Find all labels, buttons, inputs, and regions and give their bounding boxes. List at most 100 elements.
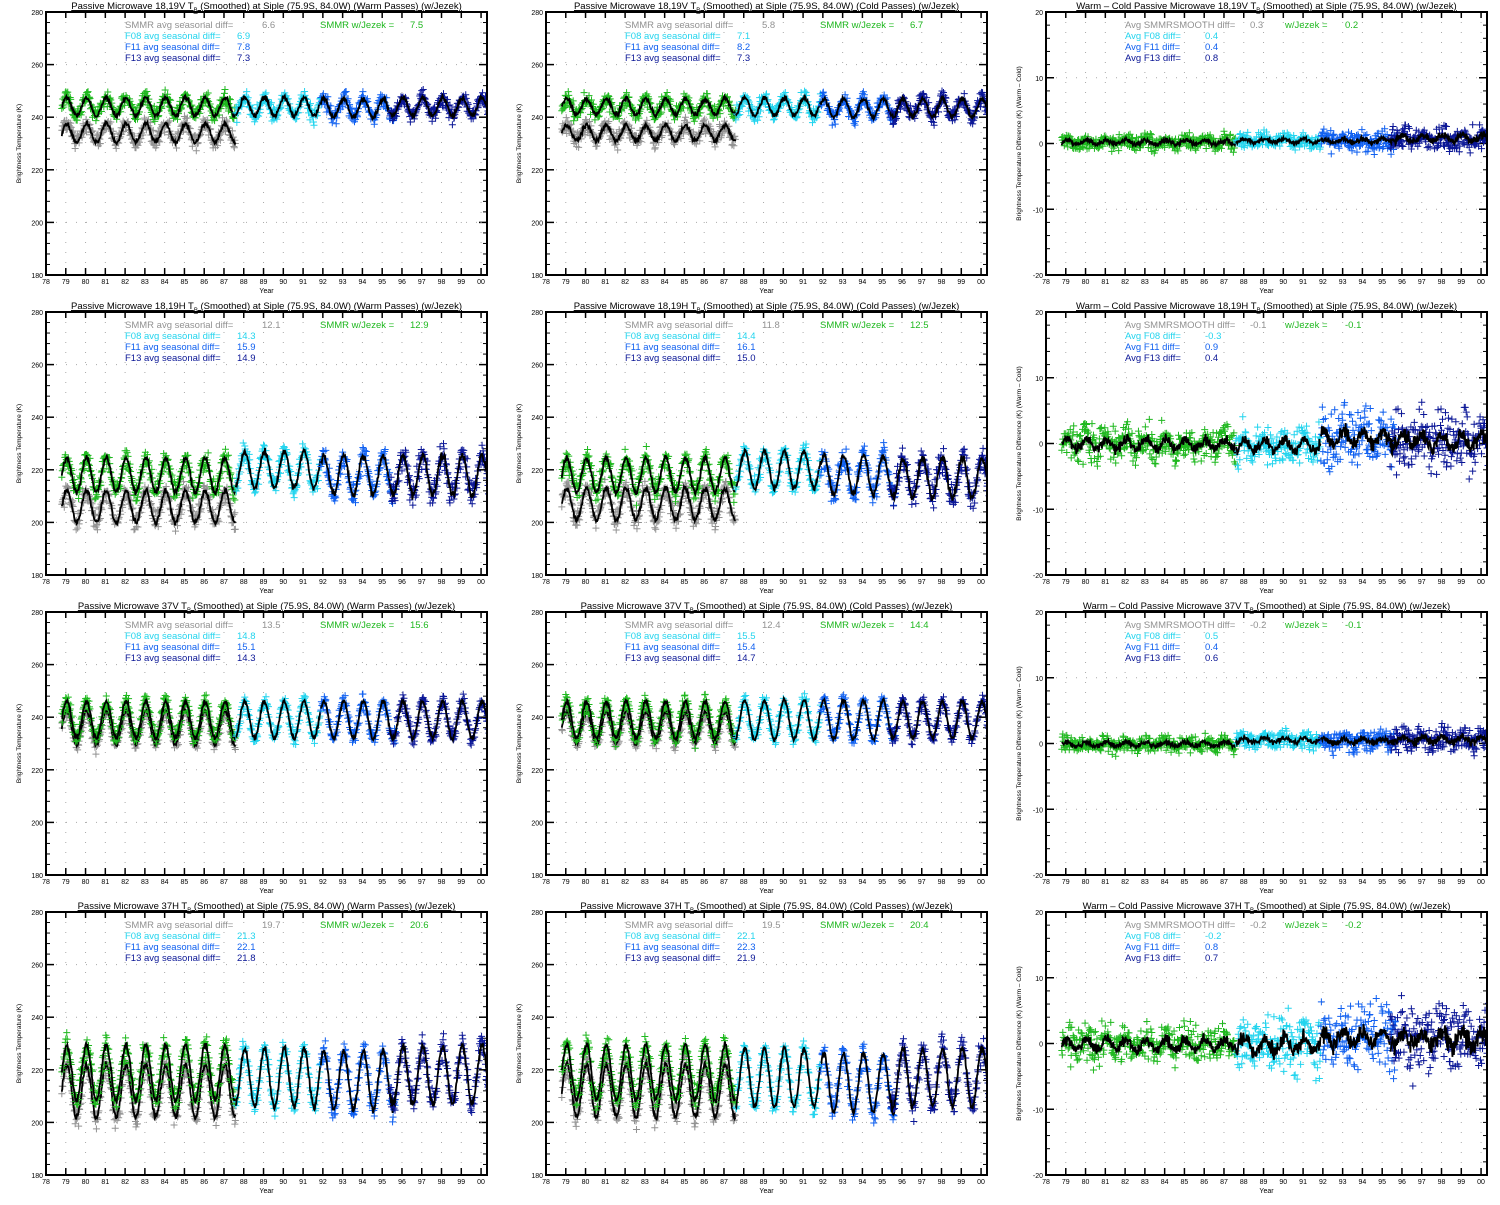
x-tick-label: 81: [101, 279, 109, 286]
x-tick-label: 94: [859, 279, 867, 286]
f11-data-point: [832, 121, 839, 128]
stat-value: 5.8: [762, 20, 775, 31]
x-tick-label: 79: [62, 279, 70, 286]
x-tick-label: 80: [82, 279, 90, 286]
f13-data-point: [449, 121, 456, 128]
x-axis-label: Year: [759, 288, 774, 295]
x-tick-label: 78: [542, 279, 550, 286]
x-tick-label: 85: [181, 579, 189, 586]
f13-data-point: [1467, 149, 1474, 156]
x-axis-label: Year: [259, 288, 274, 295]
chart-svg: Warm – Cold Passive Microwave 18,19V TB …: [1000, 0, 1500, 300]
stat-value: 6.6: [262, 20, 275, 31]
x-tick-label: 96: [398, 279, 406, 286]
plot-area: [1058, 121, 1494, 158]
f13-data-point: [1424, 144, 1431, 151]
jezek-stat-label: w/Jezek =: [1284, 20, 1328, 31]
f08-data-point: [291, 494, 298, 501]
x-tick-label: 00: [1477, 279, 1485, 286]
x-tick-label: 89: [260, 279, 268, 286]
title-text: (Smoothed) at Siple (75.9S, 84.0W) (Cold…: [700, 1, 959, 12]
x-tick-label: 79: [62, 579, 70, 586]
x-tick-label: 79: [562, 279, 570, 286]
smmr-data-point: [184, 114, 191, 121]
title-text: (Smoothed) at Siple (75.9S, 84.0W) (Warm…: [198, 301, 462, 312]
y-tick-label: 260: [31, 363, 43, 370]
x-tick-label: 89: [1260, 279, 1268, 286]
stat-label: F08 avg seasonal diff=: [125, 31, 221, 42]
smmr-data-point: [173, 145, 180, 152]
stat-value: 7.3: [237, 53, 250, 64]
y-tick-label: 280: [31, 310, 43, 317]
x-tick-label: 90: [279, 279, 287, 286]
x-tick-label: 89: [260, 579, 268, 586]
title-text: Warm – Cold Passive Microwave 18,19V T: [1076, 1, 1256, 12]
x-tick-label: 83: [1141, 279, 1149, 286]
title-text: (Smoothed) at Siple (75.9S, 84.0W) (Warm…: [198, 1, 462, 12]
x-tick-label: 87: [220, 279, 228, 286]
x-tick-label: 83: [141, 279, 149, 286]
x-axis-label: Year: [259, 588, 274, 595]
x-tick-label: 91: [299, 279, 307, 286]
x-tick-label: 86: [1200, 279, 1208, 286]
f11-data-point: [1320, 126, 1327, 133]
x-tick-label: 97: [418, 279, 426, 286]
y-axis-label: Brightness Temperature (K): [16, 104, 23, 183]
smmr-smoothed-line: [62, 488, 236, 526]
stat-value: 0.4: [1205, 42, 1218, 53]
x-tick-label: 88: [240, 279, 248, 286]
chart-svg: Passive Microwave 18,19H TB (Smoothed) a…: [0, 300, 500, 600]
y-axis-label: Brightness Temperature (K): [516, 104, 523, 183]
plot-area: [58, 86, 494, 154]
x-tick-label: 97: [1418, 279, 1426, 286]
y-tick-label: 280: [531, 10, 543, 17]
smmr-data-point: [72, 145, 79, 152]
x-tick-label: 92: [319, 279, 327, 286]
y-tick-label: 240: [31, 115, 43, 122]
smmr-data-point: [231, 144, 238, 151]
jezek-data-point: [1175, 147, 1182, 154]
x-tick-label: 98: [438, 579, 446, 586]
x-tick-label: 95: [378, 279, 386, 286]
x-tick-label: 90: [279, 579, 287, 586]
jezek-data-point: [222, 446, 229, 453]
x-tick-label: 80: [582, 279, 590, 286]
jezek-data-point: [230, 495, 237, 502]
stat-value: 7.3: [737, 53, 750, 64]
jezek-data-point: [205, 89, 212, 96]
stat-value: 7.1: [737, 31, 750, 42]
x-tick-label: 84: [661, 279, 669, 286]
y-tick-label: 240: [31, 415, 43, 422]
f13-data-point: [1402, 122, 1409, 129]
x-tick-label: 88: [240, 579, 248, 586]
x-tick-label: 91: [799, 279, 807, 286]
x-tick-label: 82: [621, 279, 629, 286]
stat-value: 8.2: [737, 42, 750, 53]
y-tick-label: 200: [31, 520, 43, 527]
x-tick-label: 79: [1062, 279, 1070, 286]
stat-label: F11 avg seasonal diff=: [125, 42, 220, 53]
x-tick-label: 95: [878, 279, 886, 286]
f13-data-point: [420, 86, 427, 93]
x-tick-label: 93: [339, 279, 347, 286]
plot-frame: [546, 12, 987, 275]
stat-label: SMMR avg seasonal diff=: [625, 20, 734, 31]
x-tick-label: 81: [1101, 279, 1109, 286]
y-tick-label: 20: [1035, 10, 1043, 17]
y-tick-label: 0: [1039, 142, 1043, 149]
chart-panel: Warm – Cold Passive Microwave 18,19V TB …: [1000, 0, 1500, 300]
x-tick-label: 82: [1121, 279, 1129, 286]
smmr-data-point: [563, 114, 570, 121]
x-tick-label: 93: [1339, 279, 1347, 286]
x-tick-label: 90: [1279, 279, 1287, 286]
smmr-data-point: [74, 525, 81, 532]
stat-value: 0.3: [1250, 20, 1263, 31]
jezek-data-point: [221, 86, 228, 93]
plot-frame: [46, 12, 487, 275]
y-axis-label: Brightness Temperature (K): [16, 404, 23, 483]
x-tick-label: 92: [319, 579, 327, 586]
x-tick-label: 96: [1398, 279, 1406, 286]
x-tick-label: 85: [1181, 279, 1189, 286]
x-tick-label: 91: [299, 579, 307, 586]
f13-data-point: [1427, 144, 1434, 151]
